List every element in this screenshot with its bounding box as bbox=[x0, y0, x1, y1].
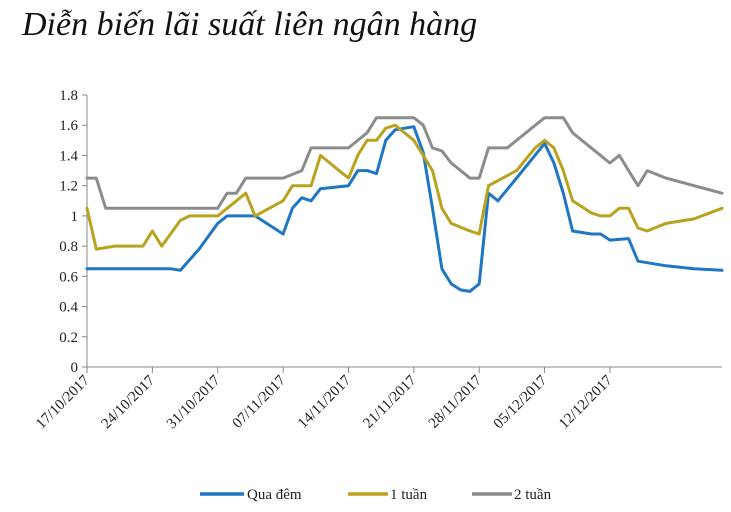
x-tick-label: 17/10/2017 bbox=[33, 372, 93, 432]
x-tick-label: 28/11/2017 bbox=[426, 372, 486, 432]
legend-label: Qua đêm bbox=[247, 487, 302, 503]
series-line-2-tuan bbox=[85, 116, 724, 210]
x-tick-label: 07/11/2017 bbox=[230, 372, 290, 432]
y-tick-label: 1.8 bbox=[59, 88, 78, 104]
y-tick-label: 0.8 bbox=[59, 239, 78, 255]
y-tick-label: 0.4 bbox=[59, 300, 78, 316]
chart-title: Diễn biến lãi suất liên ngân hàng bbox=[22, 6, 478, 43]
y-tick-label: 0.6 bbox=[59, 269, 78, 285]
y-tick-label: 1 bbox=[71, 209, 79, 225]
x-tick-label: 14/11/2017 bbox=[295, 372, 355, 432]
y-tick-label: 0 bbox=[71, 360, 79, 376]
y-tick-label: 1.2 bbox=[59, 179, 78, 195]
y-tick-label: 0.2 bbox=[59, 330, 78, 346]
series-line-1-tuan bbox=[85, 123, 724, 251]
legend-label: 1 tuần bbox=[390, 487, 428, 503]
y-tick-label: 1.6 bbox=[59, 118, 78, 134]
chart-series bbox=[85, 116, 724, 293]
y-tick-label: 1.4 bbox=[59, 148, 78, 164]
x-tick-label: 24/10/2017 bbox=[99, 372, 159, 432]
chart-legend: Qua đêm 1 tuần 2 tuần bbox=[200, 487, 552, 503]
legend-label: 2 tuần bbox=[514, 487, 552, 503]
series-line-qua-dem bbox=[85, 125, 724, 293]
x-tick-label: 05/12/2017 bbox=[491, 372, 551, 432]
x-tick-label: 21/11/2017 bbox=[360, 372, 420, 432]
x-tick-label: 12/12/2017 bbox=[556, 372, 616, 432]
x-tick-label: 31/10/2017 bbox=[164, 372, 224, 432]
